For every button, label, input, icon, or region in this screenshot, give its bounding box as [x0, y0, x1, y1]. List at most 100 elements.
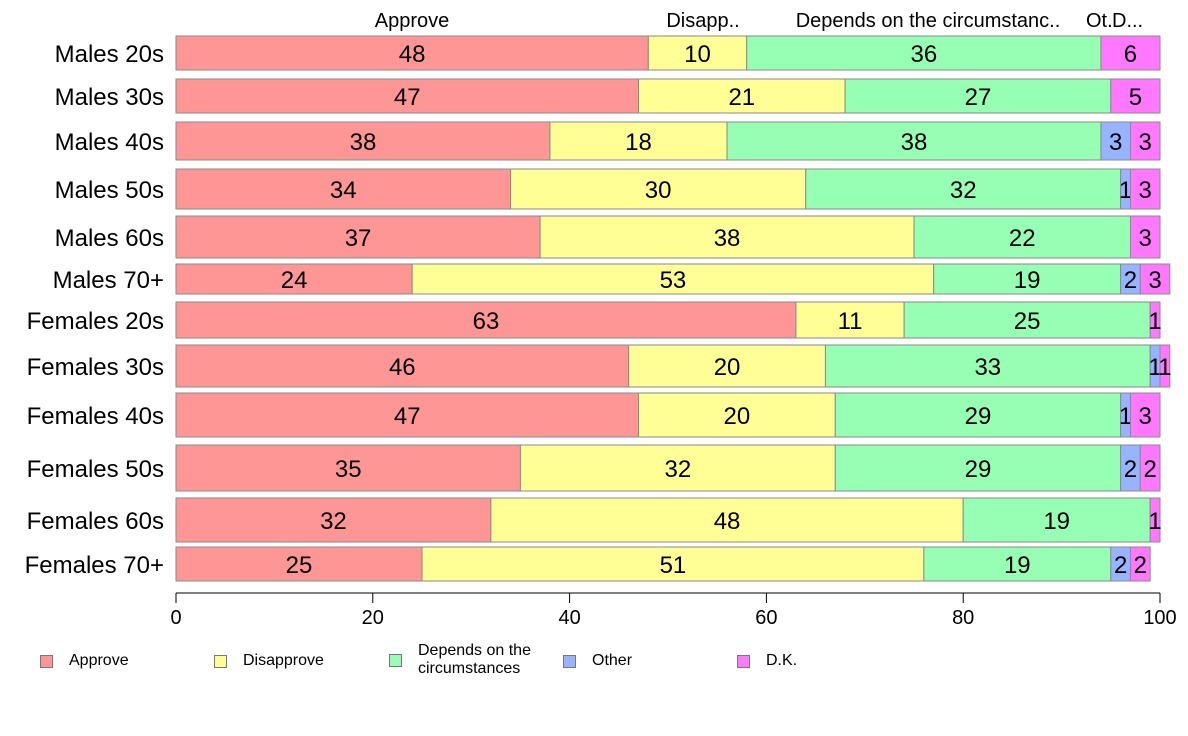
bar-approve-males-40s: [175, 121, 551, 161]
legend-item-approve: Approve: [40, 652, 129, 670]
top-series-label-4: Ot.: [1086, 10, 1113, 32]
bar-disapprove-males-30s: [637, 78, 846, 114]
top-series-label-2: Disapp..: [666, 10, 739, 32]
data-label-disapprove-females-60s: 48: [714, 508, 741, 535]
bar-d-k-males-60s: [1129, 215, 1161, 259]
legend-swatch-depends: [389, 653, 402, 667]
category-label-males-30s: Males 30s: [55, 84, 164, 111]
data-label-depends-on-the-circumstances-females-60s: 19: [1043, 508, 1070, 535]
category-label-males-20s: Males 20s: [55, 41, 164, 68]
data-label-depends-on-the-circumstances-males-60s: 22: [1009, 225, 1036, 252]
data-label-approve-males-20s: 48: [399, 41, 426, 68]
x-tick-label-100: 100: [1143, 607, 1176, 629]
bar-disapprove-males-60s: [539, 215, 915, 259]
data-label-other-males-50s: 1: [1119, 177, 1132, 204]
data-label-approve-males-60s: 37: [345, 225, 372, 252]
data-label-approve-males-40s: 38: [350, 129, 377, 156]
bar-depends-on-the-circumstances-females-40s: [834, 392, 1122, 438]
bar-d-k-males-20s: [1100, 35, 1161, 71]
data-label-approve-males-50s: 34: [330, 177, 357, 204]
data-label-depends-on-the-circumstances-females-20s: 25: [1014, 308, 1041, 335]
bar-approve-males-30s: [175, 78, 639, 114]
bar-approve-males-20s: [175, 35, 649, 71]
bar-disapprove-males-70: [411, 263, 935, 295]
bar-approve-females-60s: [175, 497, 492, 543]
category-label-females-30s: Females 30s: [27, 354, 164, 381]
top-series-label-3: Depends on the circumstanc..: [796, 10, 1061, 32]
category-label-males-60s: Males 60s: [55, 225, 164, 252]
data-label-disapprove-females-30s: 20: [714, 354, 741, 381]
data-label-disapprove-females-20s: 11: [838, 308, 863, 335]
bar-d-k-males-30s: [1110, 78, 1161, 114]
category-label-males-70: Males 70+: [53, 267, 164, 294]
x-tick-label-20: 20: [362, 607, 384, 629]
data-label-disapprove-males-40s: 18: [625, 129, 652, 156]
data-label-approve-females-20s: 63: [473, 308, 500, 335]
bar-approve-females-50s: [175, 444, 521, 492]
bar-other-males-40s: [1100, 121, 1131, 161]
data-label-other-males-70: 2: [1124, 267, 1137, 294]
bar-d-k-females-40s: [1129, 392, 1161, 438]
data-label-depends-on-the-circumstances-males-70: 19: [1014, 267, 1041, 294]
data-label-d-k-males-40s: 3: [1139, 129, 1152, 156]
category-label-males-40s: Males 40s: [55, 129, 164, 156]
data-label-depends-on-the-circumstances-males-40s: 38: [901, 129, 928, 156]
data-label-other-females-50s: 2: [1124, 456, 1137, 483]
data-label-d-k-males-20s: 6: [1124, 41, 1137, 68]
bar-depends-on-the-circumstances-females-70: [923, 546, 1112, 582]
legend-label-other: Other: [592, 652, 633, 669]
data-label-approve-males-70: 24: [281, 267, 308, 294]
bar-disapprove-females-50s: [519, 444, 836, 492]
legend-item-disapprove: Disapprove: [214, 652, 324, 670]
bar-depends-on-the-circumstances-males-60s: [913, 215, 1131, 259]
data-label-d-k-males-70: 3: [1148, 267, 1161, 294]
bar-d-k-females-70: [1129, 546, 1151, 582]
data-label-d-k-females-40s: 3: [1139, 403, 1152, 430]
data-label-approve-females-40s: 47: [394, 403, 421, 430]
data-label-d-k-females-50s: 2: [1143, 456, 1156, 483]
data-label-disapprove-males-30s: 21: [728, 84, 755, 111]
bar-d-k-females-50s: [1139, 444, 1161, 492]
legend-label-depends: Depends on the circumstances: [418, 642, 531, 677]
category-label-females-50s: Females 50s: [27, 456, 164, 483]
data-label-other-females-70: 2: [1114, 552, 1127, 579]
data-label-other-females-40s: 1: [1119, 403, 1132, 430]
data-label-d-k-males-30s: 5: [1129, 84, 1142, 111]
top-series-label-5: D...: [1112, 10, 1143, 32]
bar-d-k-females-60s: [1149, 497, 1161, 543]
data-label-depends-on-the-circumstances-females-50s: 29: [965, 456, 992, 483]
bar-d-k-males-50s: [1129, 168, 1161, 210]
data-label-depends-on-the-circumstances-females-30s: 33: [974, 354, 1001, 381]
x-tick-label-60: 60: [755, 607, 777, 629]
data-label-d-k-females-30s: 1: [1158, 354, 1171, 381]
data-label-depends-on-the-circumstances-females-40s: 29: [965, 403, 992, 430]
data-label-disapprove-males-50s: 30: [645, 177, 672, 204]
data-label-approve-females-70: 25: [286, 552, 313, 579]
data-label-depends-on-the-circumstances-males-30s: 27: [965, 84, 992, 111]
legend-swatch-dk: [737, 654, 750, 668]
x-tick-label-80: 80: [952, 607, 974, 629]
top-series-label-1: Approve: [375, 10, 450, 32]
data-label-other-males-40s: 3: [1109, 129, 1122, 156]
data-label-disapprove-males-60s: 38: [714, 225, 741, 252]
legend-swatch-approve: [40, 654, 53, 668]
data-label-disapprove-males-20s: 10: [684, 41, 711, 68]
bar-approve-females-30s: [175, 344, 630, 388]
data-label-d-k-females-20s: 1: [1148, 308, 1161, 335]
bar-disapprove-females-30s: [628, 344, 826, 388]
data-label-approve-females-30s: 46: [389, 354, 416, 381]
data-label-d-k-females-70: 2: [1134, 552, 1147, 579]
legend-item-depends: Depends on the circumstances: [389, 642, 531, 678]
bar-disapprove-females-60s: [490, 497, 964, 543]
bar-d-k-males-70: [1139, 263, 1171, 295]
category-label-females-20s: Females 20s: [27, 308, 164, 335]
data-label-other-females-30s: 1: [1148, 354, 1161, 381]
legend-item-other: Other: [563, 652, 632, 670]
category-label-males-50s: Males 50s: [55, 177, 164, 204]
data-label-approve-males-30s: 47: [394, 84, 421, 111]
data-label-depends-on-the-circumstances-males-50s: 32: [950, 177, 977, 204]
category-label-females-60s: Females 60s: [27, 508, 164, 535]
chart-legend: Approve Disapprove Depends on the circum…: [0, 640, 1188, 690]
bar-approve-males-70: [175, 263, 413, 295]
data-label-approve-females-50s: 35: [335, 456, 362, 483]
